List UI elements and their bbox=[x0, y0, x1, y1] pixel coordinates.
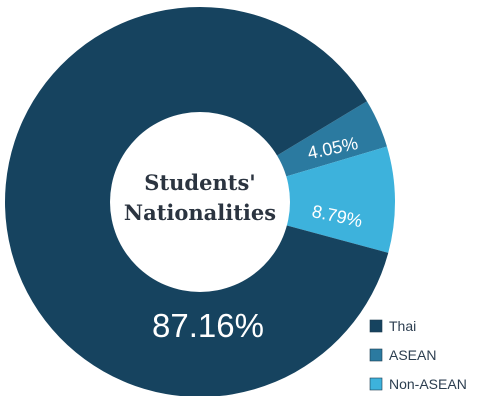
center-label-line-2: Nationalities bbox=[124, 200, 276, 225]
legend: Thai ASEAN Non-ASEAN bbox=[369, 318, 467, 392]
slice-label-thai: 87.16% bbox=[152, 307, 264, 344]
legend-swatch-thai bbox=[369, 319, 383, 333]
center-label-line-1: Students' bbox=[144, 170, 255, 195]
slice-non-asean bbox=[200, 146, 395, 253]
legend-swatch-asean bbox=[369, 348, 383, 362]
legend-label-asean: ASEAN bbox=[389, 347, 436, 363]
donut-hole bbox=[110, 112, 290, 292]
legend-swatch-non-asean bbox=[369, 377, 383, 391]
legend-label-thai: Thai bbox=[389, 318, 416, 334]
legend-label-non-asean: Non-ASEAN bbox=[389, 376, 467, 392]
